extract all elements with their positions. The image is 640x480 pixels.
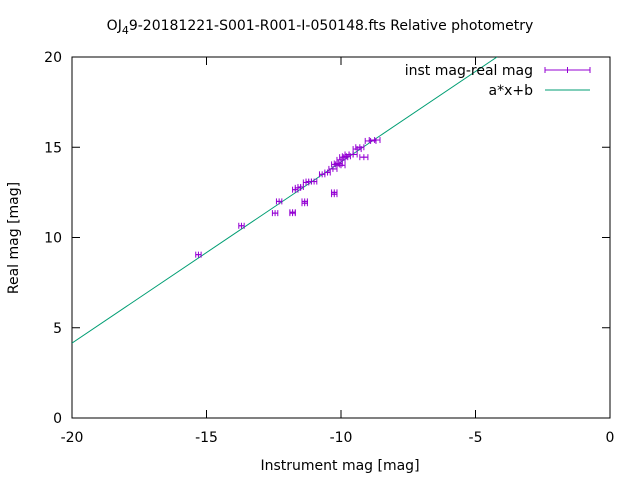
data-point <box>305 178 312 185</box>
y-tick-label: 20 <box>44 50 62 66</box>
data-point <box>195 251 202 258</box>
y-axis-label: Real mag [mag] <box>6 182 22 294</box>
data-point <box>324 169 331 176</box>
fit-line <box>72 57 498 344</box>
x-tick-label: -5 <box>469 430 483 446</box>
x-tick-label: 0 <box>606 430 615 446</box>
data-point <box>310 178 318 185</box>
y-tick-label: 15 <box>44 140 62 156</box>
data-point <box>297 183 304 190</box>
y-tick-label: 10 <box>44 231 62 247</box>
legend: inst mag-real mag a*x+b <box>405 63 591 99</box>
x-axis-label: Instrument mag [mag] <box>260 458 419 474</box>
data-point <box>271 210 279 217</box>
data-point <box>359 154 369 161</box>
title-rest: 9-20181221-S001-R001-I-050148.fts Relati… <box>129 18 534 34</box>
data-point <box>275 198 283 205</box>
data-point <box>331 189 338 196</box>
plot-area <box>72 57 498 344</box>
title-subscript: 4 <box>122 24 129 37</box>
x-tick-label: -10 <box>330 430 353 446</box>
plot-frame <box>71 56 611 419</box>
x-tick-label: -15 <box>195 430 218 446</box>
data-point <box>336 162 346 169</box>
data-point <box>339 154 349 161</box>
y-tick-label: 0 <box>53 411 62 427</box>
data-point <box>238 222 245 229</box>
data-point <box>355 144 365 151</box>
chart-title: OJ49-20181221-S001-R001-I-050148.fts Rel… <box>107 18 534 37</box>
data-point <box>348 151 358 158</box>
title-main: OJ <box>107 18 122 34</box>
data-point <box>301 200 308 207</box>
legend-label-points: inst mag-real mag <box>405 63 533 79</box>
data-point <box>289 210 296 217</box>
axes: -20 -15 -10 -5 0 0 5 10 15 20 <box>44 50 614 446</box>
x-tick-label: -20 <box>61 430 84 446</box>
data-point <box>368 137 381 144</box>
y-tick-label: 5 <box>53 321 62 337</box>
legend-label-fit: a*x+b <box>489 83 534 99</box>
